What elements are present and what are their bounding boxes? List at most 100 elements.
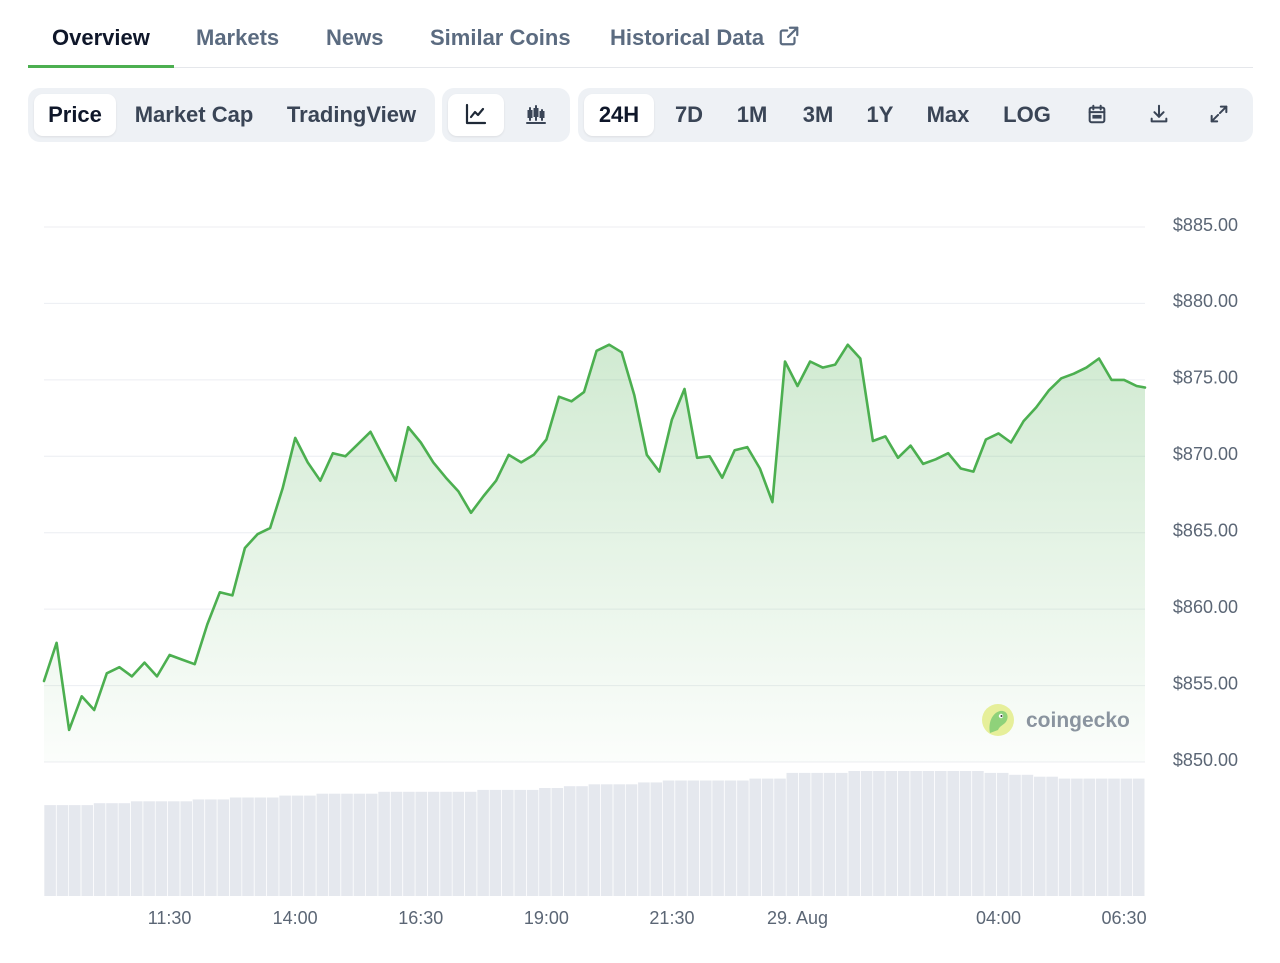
- volume-bar: [613, 784, 625, 896]
- volume-bar: [106, 803, 118, 896]
- range-7d-button[interactable]: 7D: [674, 102, 704, 127]
- volume-bar: [588, 784, 601, 896]
- volume-bar: [328, 793, 341, 896]
- x-tick-label: 04:00: [976, 908, 1021, 928]
- volume-bar: [687, 780, 700, 896]
- download-button[interactable]: [1132, 94, 1186, 136]
- tab-similar-coins[interactable]: Similar Coins: [430, 25, 571, 50]
- volume-bar: [935, 771, 947, 896]
- volume-bar: [192, 799, 205, 896]
- section-tabs: Overview Markets News Similar Coins Hist…: [28, 0, 1253, 68]
- price-button[interactable]: Price: [34, 94, 116, 136]
- tradingview-button[interactable]: TradingView: [286, 102, 417, 127]
- volume-bar: [823, 772, 836, 896]
- tab-markets[interactable]: Markets: [196, 25, 280, 50]
- volume-bar: [650, 782, 663, 896]
- volume-bar: [118, 803, 131, 896]
- volume-bar: [514, 789, 526, 896]
- volume-bar: [798, 772, 811, 896]
- volume-bar: [972, 771, 984, 896]
- volume-bar: [761, 778, 774, 896]
- volume-bar: [724, 780, 737, 896]
- range-max-button[interactable]: Max: [926, 102, 970, 127]
- volume-bar: [551, 788, 564, 896]
- volume-bar: [638, 782, 650, 896]
- volume-bar: [996, 772, 1009, 896]
- volume-bar: [836, 772, 848, 896]
- volume-bar: [1083, 778, 1095, 896]
- calendar-button[interactable]: [1070, 94, 1124, 136]
- volume-bar: [440, 791, 452, 896]
- price-area: [44, 344, 1145, 762]
- price-line: [42, 343, 1147, 732]
- line-chart-button[interactable]: [448, 94, 504, 136]
- volume-bar: [341, 793, 353, 896]
- volume-bar: [1095, 778, 1108, 896]
- volume-bar: [365, 793, 378, 896]
- volume-bar: [675, 780, 687, 896]
- range-1y-button[interactable]: 1Y: [866, 102, 894, 127]
- market-cap-button[interactable]: Market Cap: [134, 102, 254, 127]
- volume-bar: [897, 771, 910, 896]
- x-tick-label: 29. Aug: [767, 908, 828, 928]
- x-axis-labels: 11:30 14:00 16:30 19:00 21:30 29. Aug 04:00 06:…: [148, 908, 1147, 928]
- volume-bar: [526, 789, 539, 896]
- volume-bar: [1120, 778, 1133, 896]
- y-tick-label: $855.00: [1173, 673, 1238, 693]
- tab-historical-data[interactable]: Historical Data: [610, 0, 800, 67]
- volume-bar: [502, 789, 514, 896]
- volume-bar: [316, 793, 329, 896]
- x-tick-label: 14:00: [273, 908, 318, 928]
- volume-bar: [1021, 774, 1034, 896]
- price-chart[interactable]: $885.00 $880.00 $875.00 $870.00 $865.00 $860.…: [0, 150, 1280, 950]
- tab-overview[interactable]: Overview: [28, 0, 174, 68]
- volume-bar: [267, 797, 279, 896]
- volume-bar: [922, 771, 935, 896]
- volume-bar: [390, 791, 403, 896]
- volume-bar: [353, 793, 366, 896]
- tab-news[interactable]: News: [326, 25, 384, 50]
- volume-bar: [873, 771, 885, 896]
- volume-bar: [959, 771, 972, 896]
- volume-bar: [1058, 778, 1071, 896]
- volume-bar: [576, 786, 588, 896]
- volume-bar: [56, 805, 69, 896]
- volume-bar: [217, 799, 230, 896]
- volume-bar: [93, 803, 106, 896]
- volume-bar: [1071, 778, 1083, 896]
- fullscreen-button[interactable]: [1192, 94, 1246, 136]
- volume-bar: [712, 780, 724, 896]
- volume-bar: [848, 771, 860, 896]
- volume-bar: [1132, 778, 1145, 896]
- x-tick-label: 16:30: [398, 908, 443, 928]
- volume-bar: [69, 805, 81, 896]
- volume-bar: [279, 795, 291, 896]
- range-1m-button[interactable]: 1M: [736, 102, 768, 127]
- volume-bar: [304, 795, 316, 896]
- volume-bar: [81, 805, 93, 896]
- x-tick-label: 21:30: [649, 908, 694, 928]
- y-tick-label: $865.00: [1173, 520, 1238, 540]
- y-tick-label: $870.00: [1173, 444, 1238, 464]
- volume-bar: [662, 780, 675, 896]
- x-tick-label: 06:30: [1102, 908, 1147, 928]
- volume-bar: [910, 771, 922, 896]
- volume-bar: [464, 791, 477, 896]
- volume-bar: [625, 784, 638, 896]
- volume-bar: [427, 791, 440, 896]
- y-tick-label: $875.00: [1173, 368, 1238, 388]
- candlestick-button[interactable]: [508, 94, 564, 136]
- coingecko-watermark: coingecko: [982, 704, 1130, 736]
- volume-bar: [947, 771, 959, 896]
- candlestick-icon: [526, 105, 546, 125]
- watermark-text: coingecko: [1026, 709, 1130, 732]
- volume-bars: [44, 771, 1145, 896]
- volume-bar: [489, 789, 502, 896]
- volume-bar: [254, 797, 267, 896]
- range-24h-button[interactable]: 24H: [584, 94, 654, 136]
- line-chart-icon: [465, 104, 487, 125]
- range-3m-button[interactable]: 3M: [802, 102, 834, 127]
- volume-bar: [143, 801, 155, 896]
- download-icon: [1150, 104, 1168, 123]
- log-scale-button[interactable]: LOG: [1003, 102, 1051, 127]
